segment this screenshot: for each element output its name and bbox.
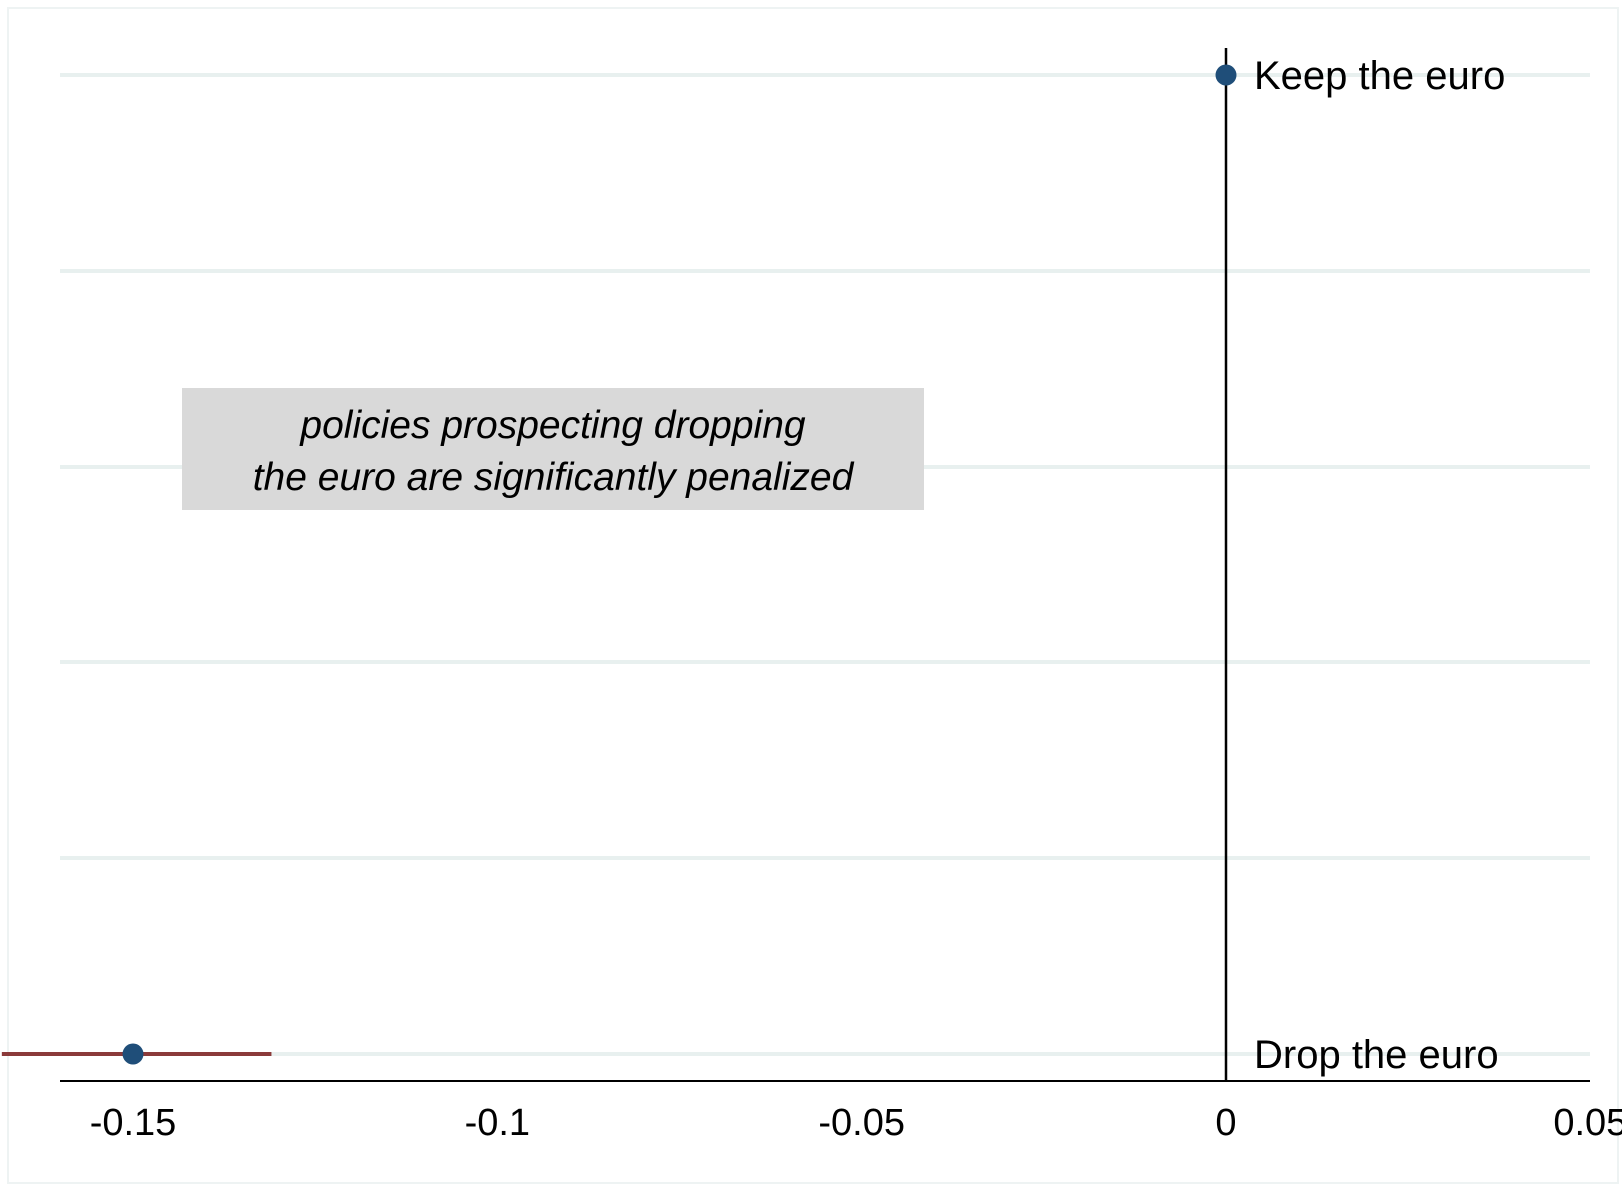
chart-border [7, 7, 1619, 1184]
x-tick-label: -0.05 [818, 1102, 905, 1144]
point-estimate [1215, 64, 1237, 86]
x-tick-label: -0.15 [90, 1102, 177, 1144]
annotation-line-1: policies prospecting dropping [299, 404, 805, 447]
grid-layer [60, 73, 1590, 1056]
annotation-box [182, 388, 924, 510]
row-label: Drop the euro [1254, 1033, 1499, 1077]
x-tick-label: 0 [1215, 1102, 1236, 1144]
x-tick-label: 0.05 [1553, 1102, 1622, 1144]
annotation-layer: policies prospecting dropping the euro a… [182, 388, 924, 510]
axis-layer: -0.15 -0.1 -0.05 0 0.05 [60, 48, 1622, 1144]
annotation-line-2: the euro are significantly penalized [253, 456, 855, 499]
marks-layer: Keep the euro Drop the euro [1, 54, 1505, 1077]
point-estimate [122, 1043, 144, 1065]
row-label: Keep the euro [1254, 54, 1505, 98]
x-tick-label: -0.1 [465, 1102, 530, 1144]
